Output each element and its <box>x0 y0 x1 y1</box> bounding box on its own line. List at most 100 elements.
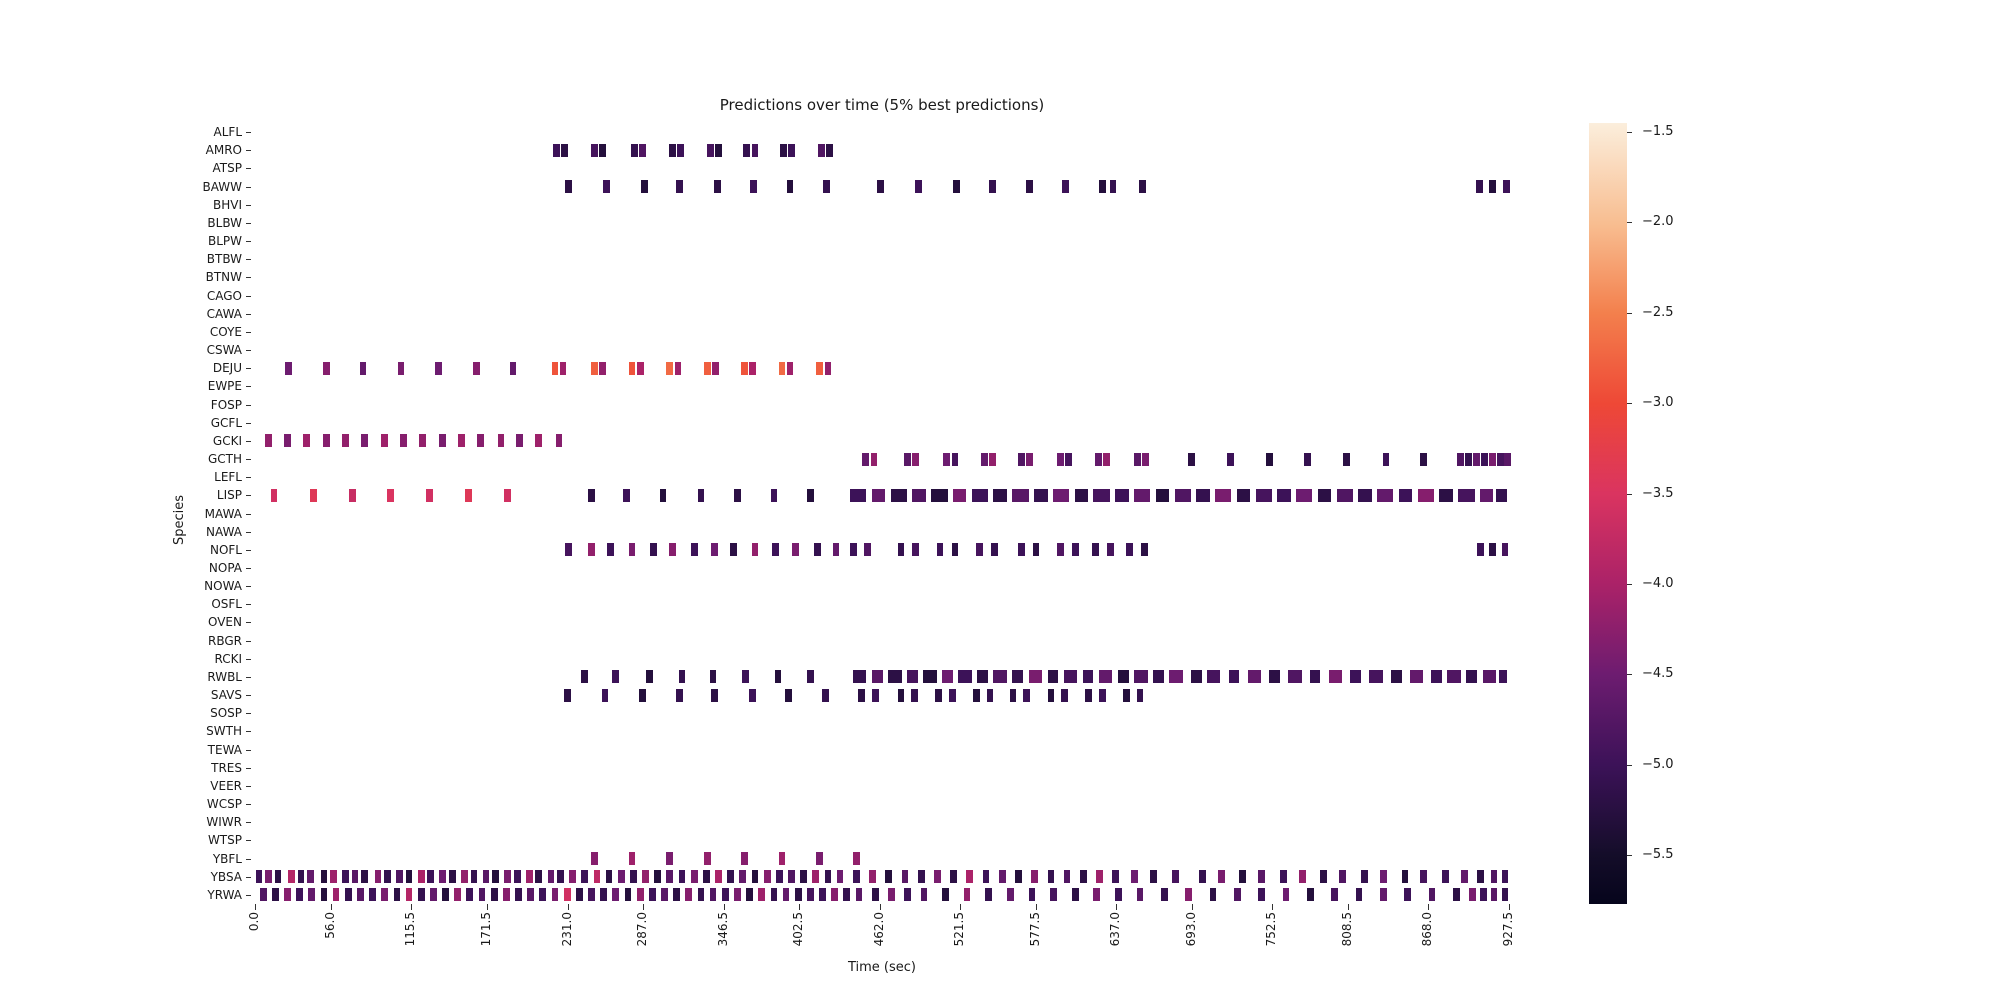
heatmap-mark <box>1136 688 1144 702</box>
heatmap-mark <box>715 143 722 157</box>
heatmap-mark <box>565 180 572 194</box>
heatmap-mark <box>1497 452 1505 466</box>
heatmap-mark <box>951 543 959 557</box>
heatmap-mark <box>393 888 401 902</box>
species-tick-label-DEJU: DEJU <box>212 361 242 376</box>
heatmap-mark <box>721 888 729 902</box>
heatmap-mark <box>661 888 668 902</box>
y-tick-mark <box>246 549 251 551</box>
species-tick-label-BTBW: BTBW <box>206 252 242 267</box>
heatmap-mark <box>989 452 997 466</box>
heatmap-mark <box>831 888 839 902</box>
heatmap-mark <box>1239 870 1247 884</box>
colorbar-tick-mark <box>1627 132 1632 134</box>
chart-title: Predictions over time (5% best predictio… <box>719 96 1045 114</box>
heatmap-mark <box>332 888 340 902</box>
heatmap-mark <box>998 870 1006 884</box>
heatmap-mark <box>1098 670 1113 684</box>
heatmap-mark <box>458 434 466 448</box>
x-tick-mark <box>255 904 257 910</box>
heatmap-mark <box>1458 488 1475 502</box>
species-tick-label-WCSP: WCSP <box>206 797 242 812</box>
heatmap-mark <box>255 870 263 884</box>
heatmap-mark <box>1269 670 1280 684</box>
heatmap-mark <box>1052 488 1070 502</box>
y-tick-mark <box>246 168 251 170</box>
x-tick-label: 0.0 <box>247 912 262 932</box>
heatmap-mark <box>270 488 278 502</box>
species-tick-label-SWTH: SWTH <box>206 724 242 739</box>
heatmap-mark <box>794 888 802 902</box>
heatmap-mark <box>1306 888 1314 902</box>
heatmap-mark <box>636 888 644 902</box>
x-tick-label: 752.5 <box>1264 912 1279 947</box>
heatmap-mark <box>1501 888 1509 902</box>
y-tick-mark <box>246 459 251 460</box>
heatmap-mark <box>816 361 824 375</box>
heatmap-mark <box>1401 870 1409 884</box>
heatmap-mark <box>915 180 922 194</box>
heatmap-mark <box>628 361 636 375</box>
heatmap-mark <box>778 852 786 866</box>
heatmap-mark <box>982 870 990 884</box>
heatmap-mark <box>1115 888 1122 902</box>
heatmap-mark <box>943 452 951 466</box>
species-tick-label-CSWA: CSWA <box>206 343 242 358</box>
heatmap-mark <box>1032 543 1040 557</box>
heatmap-mark <box>709 670 717 684</box>
heatmap-mark <box>1062 180 1070 194</box>
heatmap-mark <box>920 888 928 902</box>
species-tick-label-MAWA: MAWA <box>204 506 242 521</box>
heatmap-mark <box>302 434 310 448</box>
species-tick-label-ALFL: ALFL <box>213 125 242 140</box>
species-tick-label-NOWA: NOWA <box>204 579 242 594</box>
heatmap-mark <box>942 670 953 684</box>
heatmap-mark <box>1298 870 1306 884</box>
heatmap-mark <box>702 870 710 884</box>
colorbar-tick-mark <box>1627 403 1632 405</box>
heatmap-mark <box>427 870 435 884</box>
heatmap-mark <box>348 488 356 502</box>
heatmap-mark <box>1431 670 1443 684</box>
heatmap-mark <box>465 488 472 502</box>
heatmap-mark <box>785 688 793 702</box>
heatmap-mark <box>981 452 989 466</box>
x-axis-label: Time (sec) <box>847 960 916 975</box>
heatmap-mark <box>800 870 807 884</box>
x-tick-label: 346.5 <box>715 912 730 947</box>
heatmap-mark <box>515 888 522 902</box>
heatmap-mark <box>1074 488 1089 502</box>
heatmap-mark <box>478 888 486 902</box>
heatmap-mark <box>650 543 657 557</box>
heatmap-mark <box>1466 670 1478 684</box>
species-tick-label-LISP: LISP <box>216 488 242 503</box>
heatmap-mark <box>285 361 293 375</box>
heatmap-mark <box>685 888 693 902</box>
heatmap-mark <box>642 870 649 884</box>
heatmap-mark <box>502 888 510 902</box>
y-tick-mark <box>246 477 251 479</box>
heatmap-mark <box>1482 670 1497 684</box>
species-tick-label-SAVS: SAVS <box>210 688 242 703</box>
x-tick-label: 287.0 <box>635 912 650 947</box>
heatmap-mark <box>770 888 778 902</box>
heatmap-mark <box>1501 543 1509 557</box>
heatmap-mark <box>1028 888 1036 902</box>
heatmap-mark <box>374 870 382 884</box>
heatmap-mark <box>712 361 720 375</box>
heatmap-mark <box>709 888 717 902</box>
heatmap-mark <box>1106 543 1114 557</box>
heatmap-mark <box>369 888 376 902</box>
y-tick-mark <box>246 876 251 878</box>
species-tick-label-YRWA: YRWA <box>207 887 242 902</box>
heatmap-mark <box>320 888 328 902</box>
heatmap-mark <box>1361 870 1368 884</box>
x-tick-mark <box>960 904 962 910</box>
heatmap-mark <box>386 488 394 502</box>
heatmap-mark <box>600 888 608 902</box>
heatmap-mark <box>439 434 447 448</box>
heatmap-mark <box>1061 688 1068 702</box>
heatmap-mark <box>986 688 994 702</box>
x-tick-mark <box>1116 904 1118 910</box>
heatmap-mark <box>477 434 485 448</box>
